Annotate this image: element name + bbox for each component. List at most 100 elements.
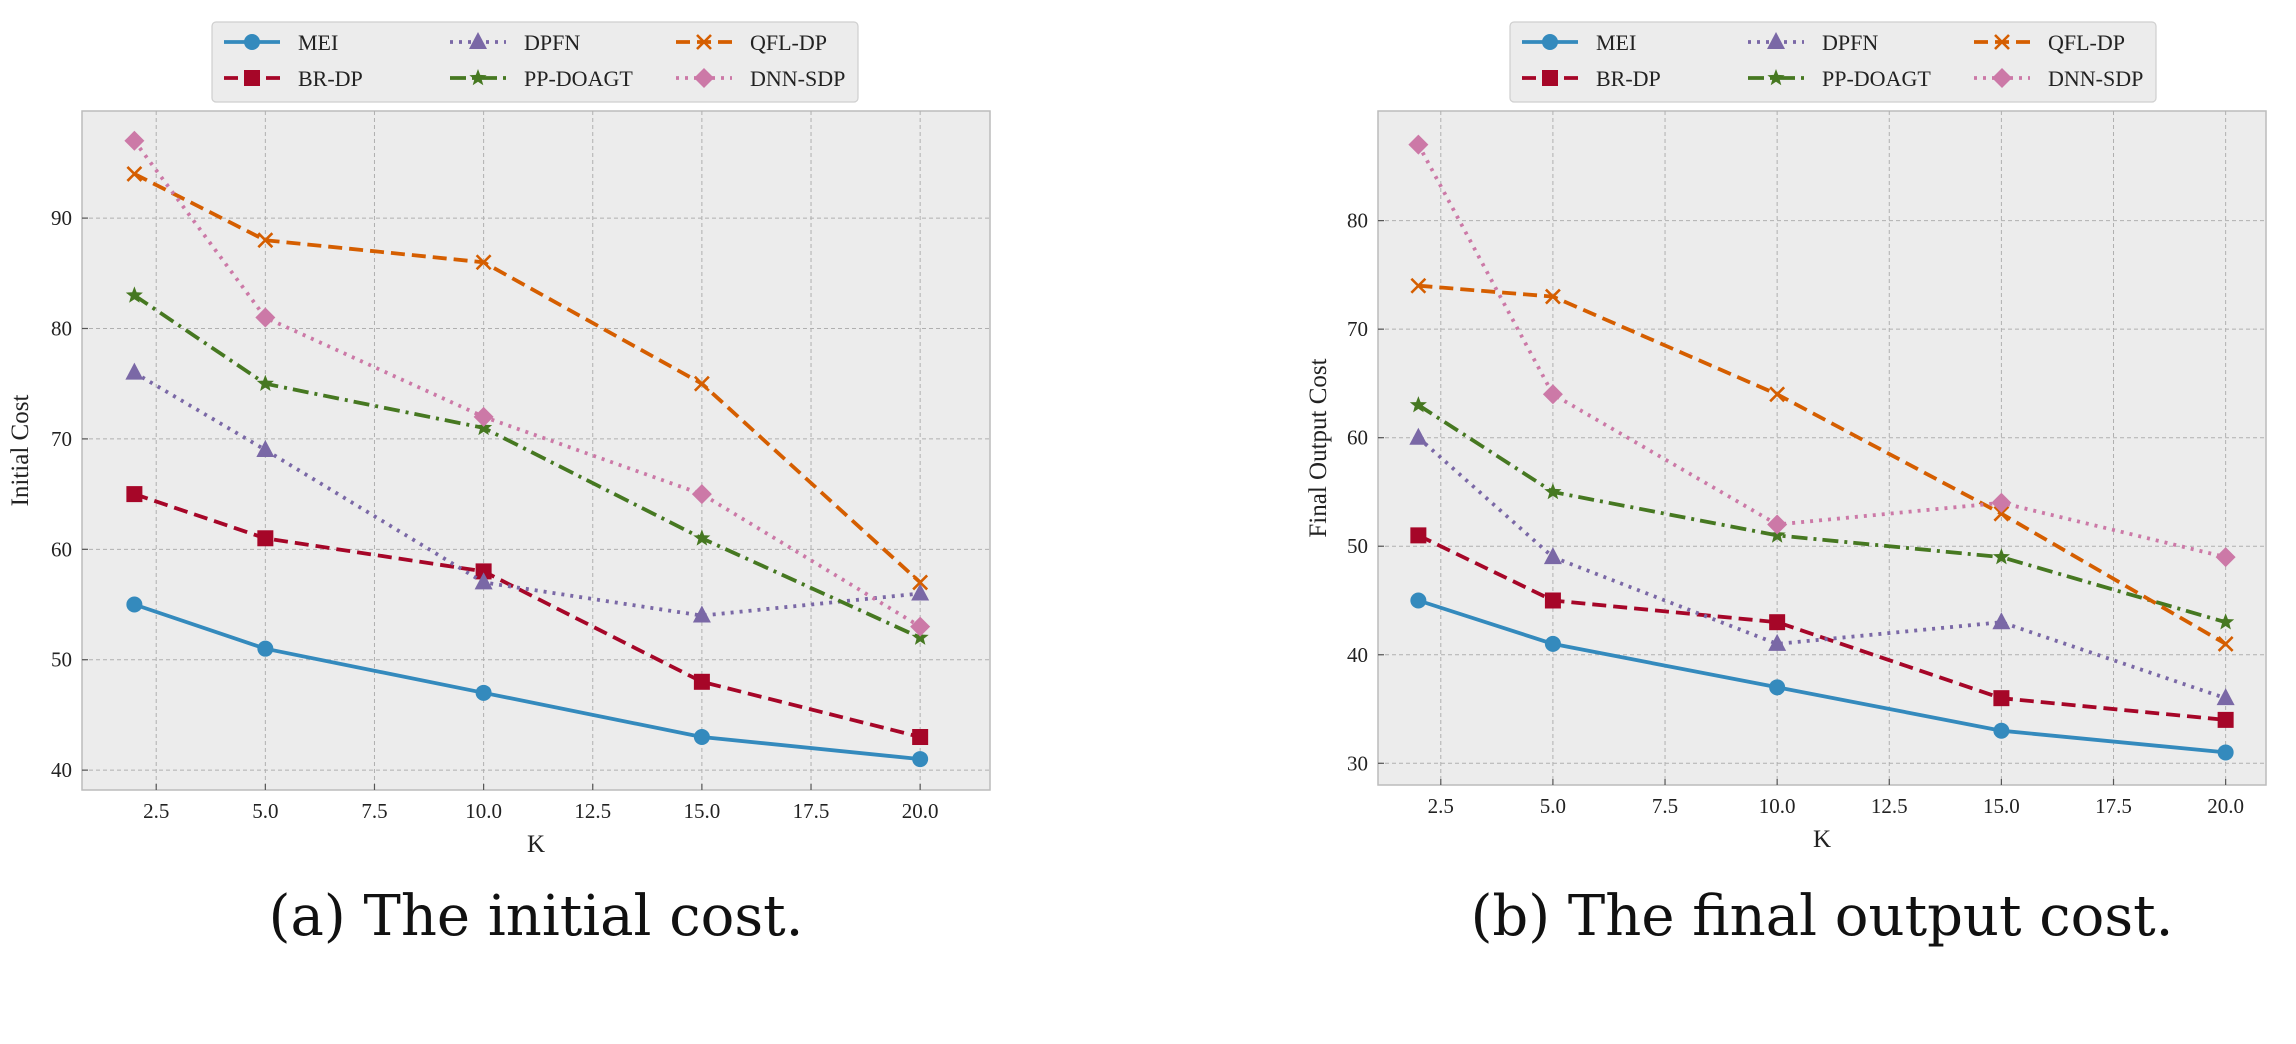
series-line-pp-doagt: [1417, 403, 2227, 625]
legend-marker: [1767, 32, 1785, 49]
legend-label: BR-DP: [1596, 66, 1661, 91]
data-point-dnn-sdp: [1408, 134, 1429, 155]
series-mei: [1410, 592, 2234, 761]
series-dnn-sdp: [1408, 134, 2236, 568]
y-axis-label: Initial Cost: [7, 395, 34, 507]
series-dnn-sdp: [124, 130, 931, 637]
data-point-dnn-sdp: [1542, 384, 1563, 405]
legend-label: QFL-DP: [750, 30, 827, 55]
data-point-dnn-sdp: [1991, 492, 2012, 513]
data-point-br-dp: [912, 729, 929, 746]
data-point-dnn-sdp: [910, 616, 931, 637]
data-point-qfl-dp: [693, 375, 710, 392]
data-point-br-dp: [1993, 690, 2010, 707]
x-tick-label: 7.5: [1652, 794, 1678, 818]
data-point-dnn-sdp: [473, 406, 494, 427]
legend-entry-dpfn: DPFN: [450, 30, 580, 55]
legend: MEI BR-DP DPFN PP-DOAGT QFL-DP DNN-SDP: [1509, 21, 2157, 103]
x-tick-label: 10.0: [1759, 794, 1796, 818]
data-point-dpfn: [911, 583, 930, 601]
x-tick-label: 7.5: [361, 799, 387, 823]
data-point-dpfn: [125, 362, 144, 380]
legend-entry-qfl-dp: QFL-DP: [1974, 30, 2125, 55]
data-point-dpfn: [1768, 633, 1787, 651]
legend-marker: [1542, 70, 1558, 86]
x-tick-label: 5.0: [252, 799, 278, 823]
data-point-pp-doagt: [911, 628, 929, 645]
data-point-qfl-dp: [1769, 386, 1786, 403]
y-tick-label: 60: [51, 537, 72, 561]
data-point-dpfn: [1409, 427, 1428, 445]
data-point-br-dp: [1544, 592, 1561, 609]
x-axis-label: K: [527, 831, 545, 858]
plot-area: [81, 110, 991, 791]
x-tick-label: 20.0: [902, 799, 939, 823]
data-point-dpfn: [474, 572, 493, 590]
y-tick-label: 70: [1347, 317, 1368, 341]
legend-label: DPFN: [1822, 30, 1878, 55]
data-point-mei: [257, 640, 274, 657]
y-axis-label: Final Output Cost: [1305, 358, 1332, 537]
y-tick-label: 60: [1347, 426, 1368, 450]
data-point-qfl-dp: [1410, 277, 1427, 294]
data-point-pp-doagt: [1768, 526, 1786, 543]
legend-marker: [696, 34, 712, 50]
data-point-br-dp: [475, 563, 492, 580]
data-point-pp-doagt: [2217, 613, 2235, 630]
y-tick-label: 50: [1347, 534, 1368, 558]
legend-marker: [244, 70, 260, 86]
y-tick-label: 80: [1347, 209, 1368, 233]
data-point-pp-doagt: [475, 418, 493, 436]
legend-entry-dnn-sdp: DNN-SDP: [676, 66, 845, 91]
data-point-qfl-dp: [2217, 635, 2234, 652]
legend-label: PP-DOAGT: [1822, 66, 1931, 91]
data-point-br-dp: [1769, 614, 1786, 631]
y-tick-label: 50: [51, 648, 72, 672]
y-tick-label: 80: [51, 317, 72, 341]
data-point-qfl-dp: [126, 166, 143, 182]
figure-caption: (b) The final output cost.: [1471, 884, 2174, 949]
legend-label: PP-DOAGT: [524, 66, 633, 91]
x-tick-label: 5.0: [1540, 794, 1566, 818]
legend-entry-pp-doagt: PP-DOAGT: [450, 66, 633, 91]
legend: MEI BR-DP DPFN PP-DOAGT QFL-DP DNN-SDP: [211, 21, 859, 103]
data-point-mei: [912, 751, 929, 768]
series-pp-doagt: [1409, 396, 2235, 630]
data-point-mei: [1993, 722, 2010, 739]
x-tick-label: 12.5: [1871, 794, 1908, 818]
legend-label: MEI: [298, 30, 338, 55]
data-point-mei: [475, 684, 492, 701]
data-point-pp-doagt: [1409, 396, 1427, 413]
data-point-mei: [1544, 635, 1561, 652]
series-qfl-dp: [1410, 277, 2234, 652]
legend-label: DPFN: [524, 30, 580, 55]
data-point-pp-doagt: [693, 529, 711, 546]
data-point-dpfn: [2216, 688, 2235, 706]
series-qfl-dp: [126, 166, 929, 591]
data-point-br-dp: [2217, 711, 2234, 728]
data-point-qfl-dp: [1544, 288, 1561, 305]
series-line-dpfn: [1417, 436, 2227, 700]
legend-label: DNN-SDP: [2048, 66, 2143, 91]
data-point-dnn-sdp: [255, 307, 276, 328]
data-point-br-dp: [693, 673, 710, 690]
data-point-br-dp: [126, 486, 143, 503]
y-tick-label: 90: [51, 206, 72, 230]
series-br-dp: [126, 486, 929, 746]
legend-entry-mei: MEI: [1522, 30, 1636, 55]
x-tick-label: 17.5: [2095, 794, 2132, 818]
data-point-pp-doagt: [256, 374, 274, 391]
series-mei: [126, 596, 929, 768]
series-pp-doagt: [125, 286, 929, 645]
legend-entry-br-dp: BR-DP: [1522, 66, 1661, 91]
data-point-qfl-dp: [475, 254, 492, 271]
data-point-br-dp: [257, 530, 274, 547]
data-point-dnn-sdp: [2215, 547, 2236, 568]
legend-marker: [469, 32, 487, 49]
data-point-mei: [126, 596, 143, 613]
data-point-dpfn: [1543, 547, 1562, 565]
x-tick-label: 15.0: [1983, 794, 2020, 818]
legend-marker: [1542, 34, 1558, 50]
data-point-mei: [2217, 744, 2234, 761]
